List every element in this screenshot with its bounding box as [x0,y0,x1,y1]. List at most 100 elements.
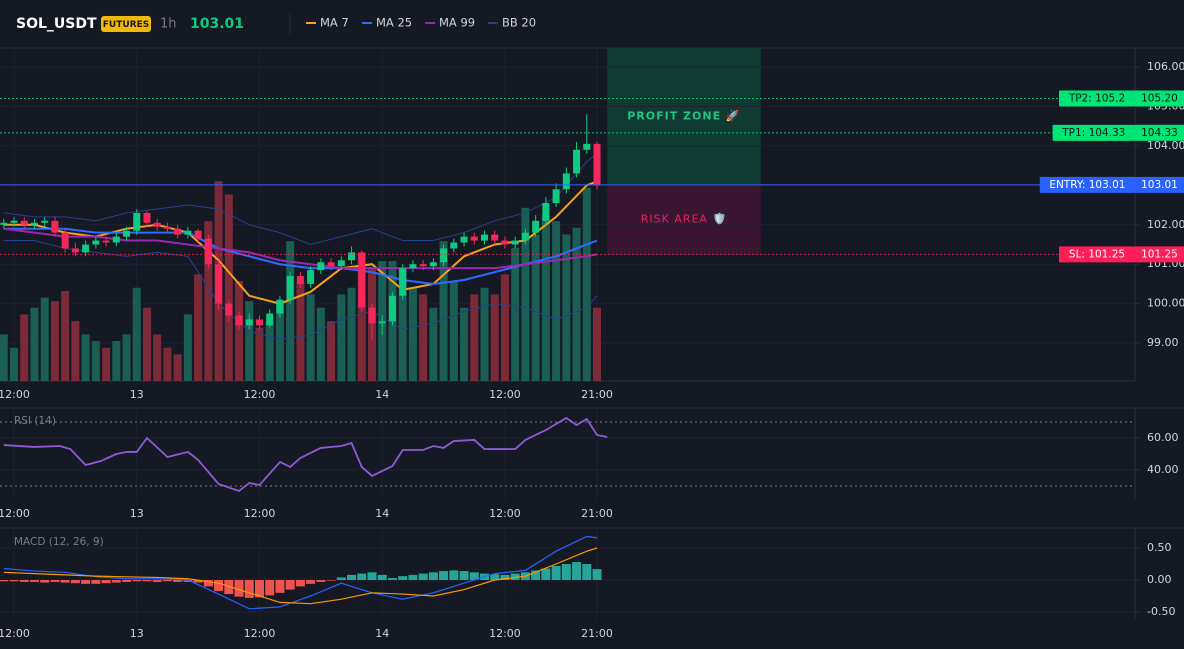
macd-histogram-bar [81,580,91,584]
x-tick-label: 21:00 [581,507,613,520]
candle-body [0,222,8,225]
volume-bar [275,301,284,381]
candle-body [51,220,59,233]
volume-bar [245,301,254,381]
x-tick-label: 12:00 [0,507,30,520]
volume-bar [286,241,295,381]
volume-bar [153,334,162,381]
macd-histogram-bar [70,580,80,584]
y-tick-label: 100.00 [1147,297,1184,310]
macd-histogram-bar [387,578,397,580]
candle-body [593,143,601,186]
candle-body [419,264,427,267]
volume-bar [470,294,479,381]
candle-body [245,319,253,326]
candle-body [491,234,499,241]
macd-histogram-bar [0,580,9,582]
volume-bar [296,281,305,381]
macd-histogram-bar [326,580,336,581]
legend-label: BB 20 [502,16,536,30]
x-tick-label: 12:00 [489,388,521,401]
candle-body [82,244,90,253]
volume-bar [357,254,366,381]
volume-bar [398,267,407,381]
level-label: SL: 101.25 [1069,248,1125,260]
volume-bar [132,287,141,381]
volume-bar [306,294,315,381]
volume-bar [71,321,80,381]
candle-body [358,252,366,308]
macd-histogram-bar [500,574,510,580]
macd-line [3,547,598,605]
y-tick-label: 0.50 [1147,541,1172,554]
bb-upper [3,153,598,246]
candle-body [552,189,560,204]
candle-body [255,319,263,326]
volume-bar [593,307,602,381]
x-tick-label: 12:00 [489,507,521,520]
legend-label: MA 7 [320,16,349,30]
candle-body [123,230,131,237]
y-tick-label: 99.00 [1147,336,1179,349]
macd-histogram-bar [91,580,101,584]
x-tick-label: 21:00 [581,627,613,640]
volume-bar [224,194,233,381]
y-tick-label: 40.00 [1147,463,1179,476]
symbol: SOL_USDT [16,16,97,32]
macd-histogram-bar [490,574,500,580]
volume-bar [316,307,325,381]
macd-histogram-bar [173,580,183,582]
volume-bar [521,207,530,381]
volume-bar [460,307,469,381]
volume-bar [50,301,59,381]
x-tick-label: 13 [130,627,144,640]
macd-histogram-bar [132,580,142,582]
volume-bar [429,307,438,381]
candle-body [583,143,591,150]
candle-body [194,230,202,239]
macd-histogram-bar [336,577,346,580]
level-label: ENTRY: 103.01 [1049,179,1125,191]
volume-bar [183,314,192,381]
volume-bar [163,347,172,381]
candle-body [41,220,49,223]
legend-label: MA 99 [439,16,475,30]
macd-histogram-bar [162,580,172,582]
interval: 1h [160,17,177,32]
candle-body [92,240,100,245]
candle-body [153,222,161,227]
x-tick-label: 13 [130,507,144,520]
volume-bar [255,327,264,381]
macd-histogram-bar [439,571,449,580]
panel-title: RSI (14) [14,415,56,427]
panel-title: MACD (12, 26, 9) [14,536,104,548]
macd-histogram-bar [316,580,326,582]
macd-histogram-bar [428,572,438,580]
candle-body [480,234,488,241]
volume-bar [531,234,540,381]
volume-bar [142,307,151,381]
x-tick-label: 12:00 [244,627,276,640]
candle-body [10,220,18,223]
level-label: TP1: 104.33 [1061,127,1125,139]
candle-body [102,240,110,243]
volume-bar [61,291,70,381]
candle-body [337,260,345,267]
level-label-bg [1059,90,1135,107]
macd-histogram-bar [152,580,162,582]
volume-bar [347,287,356,381]
y-tick-label: 60.00 [1147,431,1179,444]
axis-label: 105.20 [1141,93,1178,105]
volume-bar [337,294,346,381]
candle-body [143,212,151,223]
volume-bar [10,347,19,381]
macd-histogram-bar [357,573,367,580]
y-tick-label: 106.00 [1147,60,1184,73]
y-tick-label: 0.00 [1147,573,1172,586]
candle-body [61,232,69,249]
y-tick-label: -0.50 [1147,605,1175,618]
volume-bar [511,247,520,381]
risk-zone [607,184,761,255]
